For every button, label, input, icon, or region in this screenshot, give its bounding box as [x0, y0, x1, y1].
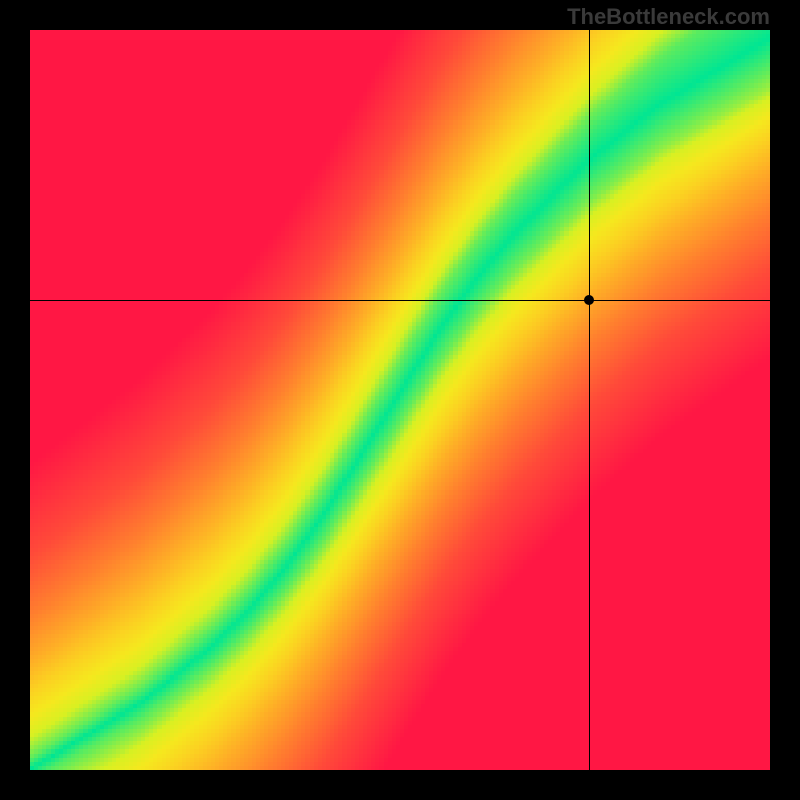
crosshair-marker: [584, 295, 594, 305]
plot-area: [30, 30, 770, 770]
watermark-text: TheBottleneck.com: [567, 4, 770, 30]
chart-container: TheBottleneck.com: [0, 0, 800, 800]
crosshair-vertical: [589, 30, 590, 770]
bottleneck-heatmap: [30, 30, 770, 770]
crosshair-horizontal: [30, 300, 770, 301]
